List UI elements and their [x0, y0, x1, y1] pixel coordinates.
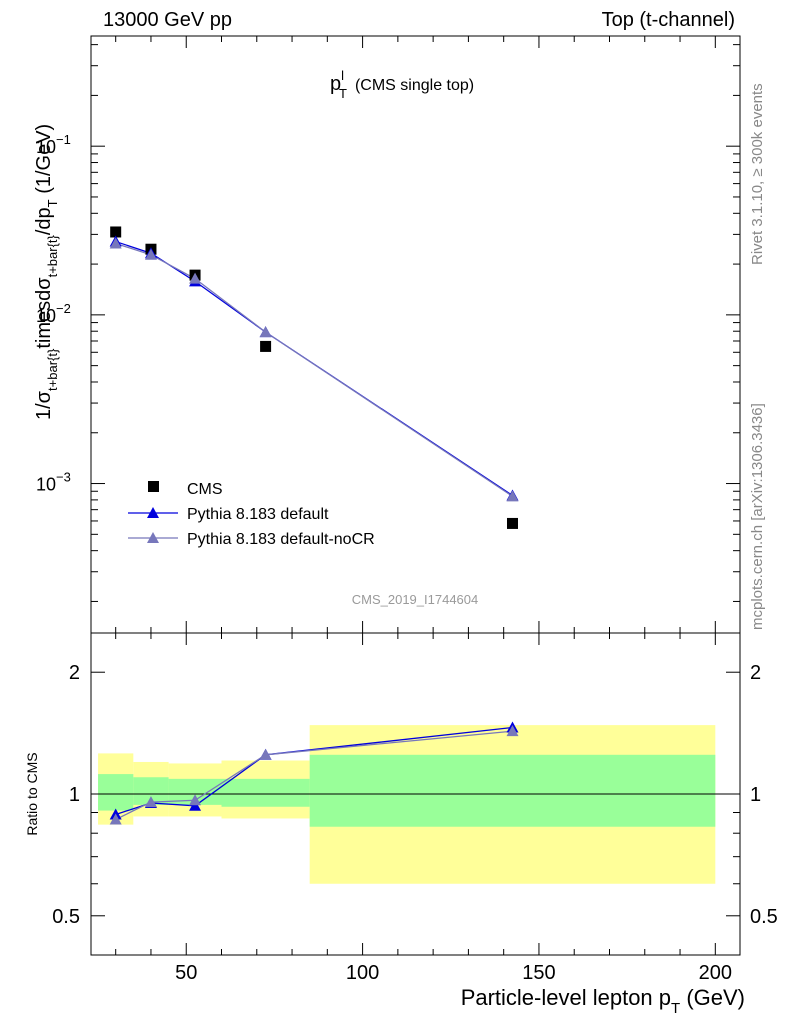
- ratio-point-series-1: [144, 796, 157, 808]
- process-label: Top (t-channel): [602, 9, 735, 31]
- ratio-stat-uncertainty-band: [309, 754, 716, 827]
- main-y-axis-label: 1/σt+bar{t}timesdσt+bar{t}/dpT (1/GeV): [33, 124, 60, 420]
- ratio-axis-ticks: [91, 633, 740, 955]
- svg-text:mcplots.cern.ch [arXiv:1306.34: mcplots.cern.ch [arXiv:1306.3436]: [749, 403, 766, 630]
- main-point-cms: [260, 340, 272, 352]
- ratio-point-series-1: [189, 794, 202, 806]
- main-point-series-2: [144, 248, 157, 260]
- rivet-side-label: Rivet 3.1.10, ≥ 300k events: [749, 83, 766, 265]
- ratio-y-tick-label-right: 1: [750, 784, 761, 806]
- x-tick-label: 200: [699, 962, 732, 984]
- ratio-point-series-1: [109, 813, 122, 825]
- ratio-point-series-1: [259, 748, 272, 760]
- ratio-data-marks: [109, 721, 519, 825]
- ratio-stat-uncertainty-band: [221, 778, 310, 807]
- mcplots-side-label: mcplots.cern.ch [arXiv:1306.3436]: [749, 403, 766, 630]
- main-y-tick-label: 10−1: [36, 132, 71, 157]
- legend-label-nocr: Pythia 8.183 default-noCR: [187, 531, 375, 548]
- title-rest: (CMS single top): [355, 77, 474, 94]
- svg-text:Ratio to CMS: Ratio to CMS: [24, 752, 40, 835]
- main-point-series-2: [259, 326, 272, 338]
- main-y-tick-label: 10−2: [36, 301, 71, 326]
- svg-text:Rivet 3.1.10, ≥ 300k events: Rivet 3.1.10, ≥ 300k events: [749, 83, 766, 265]
- main-panel: 10−1 10−2 10−3 pl T (CMS single top) 1/σt+ba…: [33, 35, 741, 634]
- energy-label: 13000 GeV pp: [103, 9, 232, 31]
- legend-marker-cms: [148, 481, 159, 492]
- x-tick-label: 150: [522, 962, 555, 984]
- main-point-cms: [110, 226, 122, 238]
- x-tick-label: 50: [175, 962, 197, 984]
- legend-label-cms: CMS: [187, 481, 223, 498]
- title-p: p: [330, 73, 341, 95]
- main-point-series-2: [506, 490, 519, 502]
- ratio-y-tick-label-right: 0.5: [750, 906, 778, 928]
- main-series-line-2: [115, 242, 513, 497]
- ratio-y-tick-label: 2: [69, 662, 80, 684]
- svg-text:1/σt+bar{t}timesdσt+bar{t}/dpT: 1/σt+bar{t}timesdσt+bar{t}/dpT (1/GeV): [33, 124, 60, 420]
- ratio-y-tick-label: 1: [69, 784, 80, 806]
- main-point-series-2: [189, 272, 202, 284]
- legend-marker-default: [147, 507, 159, 518]
- title-sub: T: [339, 86, 347, 101]
- main-y-tick-label: 10−3: [36, 470, 71, 495]
- ratio-uncertainty-bands: [98, 725, 716, 884]
- title-sup: l: [341, 68, 344, 83]
- ratio-y-tick-label-right: 2: [750, 662, 761, 684]
- main-point-series-2: [109, 237, 122, 249]
- analysis-id-label: CMS_2019_I1744604: [352, 592, 479, 607]
- ratio-panel: 0.5 0.5 1 1 2 2 50 100 150 200 Ratio to CMS Parti…: [24, 632, 778, 1017]
- main-plot-title: pl T (CMS single top): [330, 68, 474, 101]
- ratio-stat-uncertainty-band: [98, 774, 134, 811]
- ratio-point-series-1: [506, 725, 519, 737]
- ratio-y-axis-label: Ratio to CMS: [24, 752, 40, 835]
- main-point-cms: [506, 517, 518, 529]
- ratio-y-tick-label: 0.5: [52, 906, 80, 928]
- ratio-tick-labels: 0.5 0.5 1 1 2 2 50 100 150 200: [52, 662, 778, 984]
- legend-marker-nocr: [147, 532, 159, 543]
- main-data-marks: [109, 226, 519, 529]
- legend-label-default: Pythia 8.183 default: [187, 506, 329, 523]
- legend: CMS Pythia 8.183 default Pythia 8.183 de…: [128, 481, 375, 548]
- x-axis-label: Particle-level lepton pT (GeV): [461, 985, 745, 1017]
- x-tick-label: 100: [346, 962, 379, 984]
- main-y-tick-labels: 10−1 10−2 10−3: [36, 132, 71, 494]
- ratio-point-series-0: [189, 799, 202, 811]
- main-axis-ticks: [91, 36, 740, 633]
